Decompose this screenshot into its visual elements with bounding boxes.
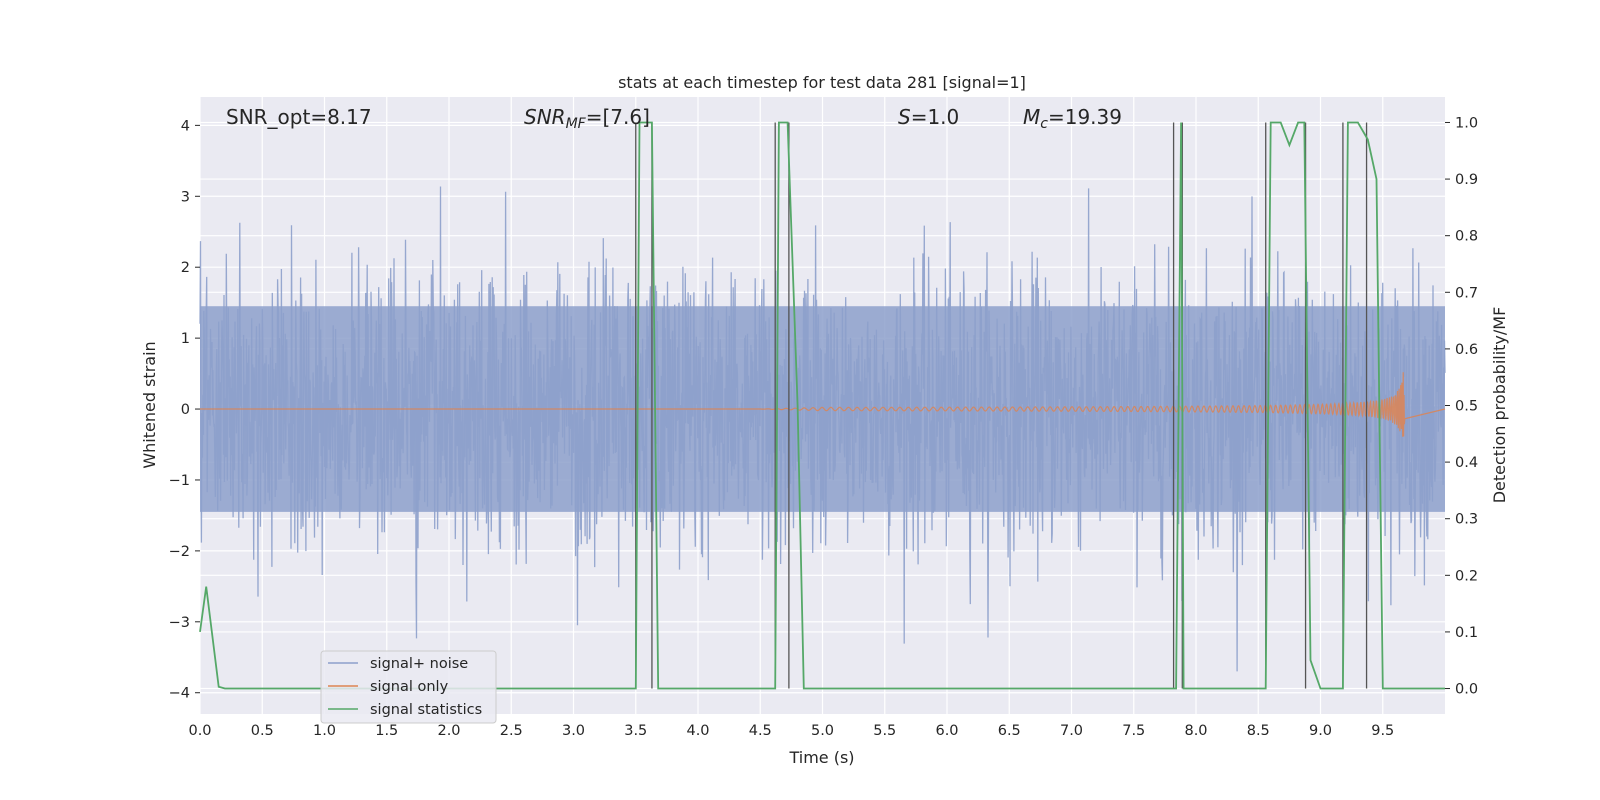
y-tick-label: 4 bbox=[181, 118, 190, 134]
series-signal-statistics bbox=[199, 121, 1445, 690]
x-tick-label: 8.0 bbox=[1184, 723, 1207, 739]
x-tick-label: 6.0 bbox=[935, 723, 958, 739]
annotation-mc: Mc=19.39 bbox=[1023, 105, 1122, 132]
x-tick-label: 0.5 bbox=[251, 723, 274, 739]
x-tick-label: 2.5 bbox=[500, 723, 523, 739]
y-tick-label: 3 bbox=[181, 189, 190, 205]
y-axis-ticks: 4 3 2 1 0 −1 −2 −3 −4 bbox=[169, 118, 200, 702]
y-right-tick-label: 0.4 bbox=[1455, 455, 1478, 471]
x-tick-label: 5.5 bbox=[873, 723, 896, 739]
s-value: =1.0 bbox=[911, 105, 960, 129]
x-tick-label: 3.5 bbox=[624, 723, 647, 739]
mc-value: =19.39 bbox=[1048, 105, 1122, 129]
y-tick-label: −4 bbox=[169, 686, 190, 702]
x-tick-label: 5.0 bbox=[811, 723, 834, 739]
y-right-tick-label: 0.0 bbox=[1455, 682, 1478, 698]
x-tick-label: 9.5 bbox=[1371, 723, 1394, 739]
legend-box bbox=[320, 650, 497, 724]
y-right-axis-label: Detection probability/MF bbox=[1490, 307, 1509, 504]
x-tick-label: 4.0 bbox=[686, 723, 709, 739]
y-right-tick-label: 0.8 bbox=[1455, 229, 1478, 245]
y-right-tick-label: 0.7 bbox=[1455, 285, 1478, 301]
y-right-tick-label: 0.3 bbox=[1455, 512, 1478, 528]
y-tick-label: 2 bbox=[181, 260, 190, 276]
y-tick-label: −2 bbox=[169, 544, 190, 560]
legend-label-noise: signal+ noise bbox=[370, 656, 468, 672]
annotation-snr-mf: SNRMF=[7.6] bbox=[524, 105, 650, 132]
x-tick-label: 4.5 bbox=[749, 723, 772, 739]
annotation-snr-opt: SNR_opt=8.17 bbox=[226, 105, 372, 129]
legend: signal+ noise signal only signal statist… bbox=[320, 650, 497, 724]
x-tick-label: 0.0 bbox=[188, 723, 211, 739]
x-tick-label: 3.0 bbox=[562, 723, 585, 739]
x-tick-label: 2.0 bbox=[437, 723, 460, 739]
y-right-tick-label: 0.1 bbox=[1455, 625, 1478, 641]
legend-label-stats: signal statistics bbox=[370, 702, 482, 718]
s-label: S bbox=[898, 105, 911, 129]
x-axis-label: Time (s) bbox=[788, 748, 854, 767]
stats-line bbox=[199, 121, 1445, 690]
x-tick-label: 7.5 bbox=[1122, 723, 1145, 739]
y-right-tick-label: 0.9 bbox=[1455, 172, 1478, 188]
snr-mf-value: =[7.6] bbox=[586, 105, 650, 129]
signal-line bbox=[200, 372, 1446, 437]
y-axis-label: Whitened strain bbox=[140, 341, 159, 468]
y-right-tick-label: 0.2 bbox=[1455, 568, 1478, 584]
mc-sub: c bbox=[1040, 116, 1048, 132]
x-tick-label: 9.0 bbox=[1309, 723, 1332, 739]
y-right-tick-label: 0.6 bbox=[1455, 342, 1478, 358]
y-tick-label: −1 bbox=[169, 473, 190, 489]
x-axis-ticks: 0.0 0.5 1.0 1.5 2.0 2.5 3.0 3.5 4.0 4.5 5.0 5.5 6.0 6… bbox=[188, 723, 1394, 739]
y-right-tick-label: 1.0 bbox=[1455, 115, 1478, 131]
snr-mf-label: SNR bbox=[524, 105, 566, 129]
legend-label-signal: signal only bbox=[370, 679, 449, 695]
x-tick-label: 7.0 bbox=[1060, 723, 1083, 739]
x-tick-label: 8.5 bbox=[1247, 723, 1270, 739]
x-tick-label: 1.5 bbox=[375, 723, 398, 739]
y-right-tick-label: 0.5 bbox=[1455, 399, 1478, 415]
x-tick-label: 6.5 bbox=[998, 723, 1021, 739]
y-tick-label: 0 bbox=[181, 402, 190, 418]
y-tick-label: 1 bbox=[181, 331, 190, 347]
snr-mf-sub: MF bbox=[566, 116, 587, 132]
y-right-axis-ticks: 1.0 0.9 0.8 0.7 0.6 0.5 0.4 0.3 0.2 0.1 0.0 bbox=[1445, 115, 1478, 698]
series-signal-only bbox=[200, 372, 1446, 437]
chart-title: stats at each timestep for test data 281… bbox=[618, 73, 1026, 92]
annotation-s: S=1.0 bbox=[898, 105, 959, 129]
mc-label: M bbox=[1023, 105, 1040, 129]
x-tick-label: 1.0 bbox=[313, 723, 336, 739]
y-tick-label: −3 bbox=[169, 615, 190, 631]
